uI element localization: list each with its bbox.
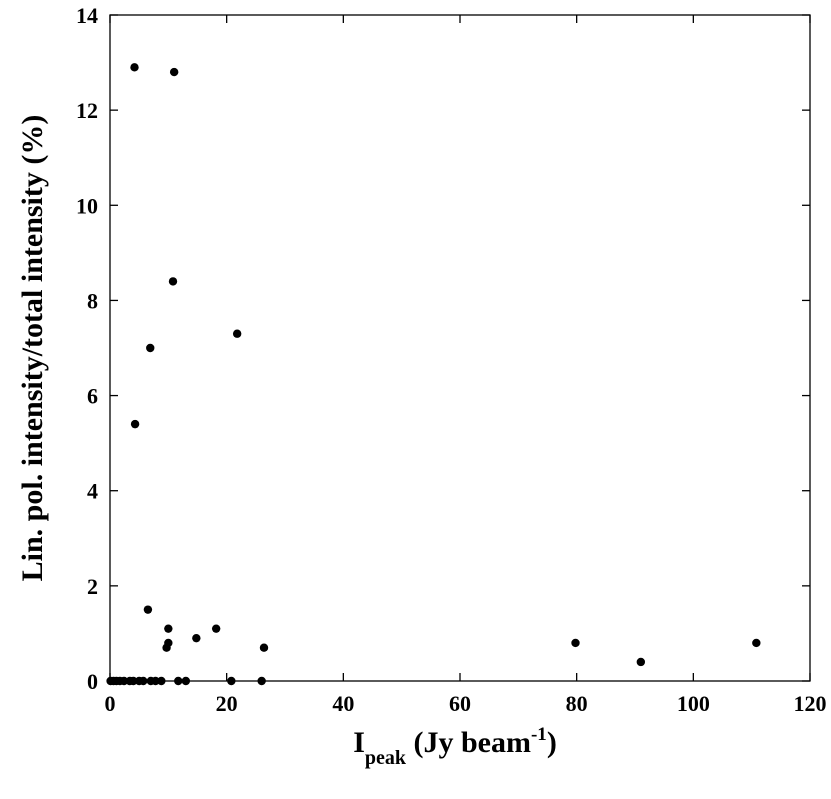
x-axis-title-subscript: peak xyxy=(365,747,407,769)
x-tick-label: 80 xyxy=(566,691,588,716)
data-point xyxy=(162,643,171,652)
x-axis-title-main: I xyxy=(353,726,365,759)
x-tick-label: 40 xyxy=(332,691,354,716)
data-point xyxy=(181,676,191,686)
tick-labels: 0 20 40 60 80 100 120 0 2 4 6 8 10 12 14 xyxy=(76,3,827,716)
data-point xyxy=(130,63,139,72)
plot-frame xyxy=(109,14,811,682)
data-point xyxy=(119,676,129,686)
y-tick-label: 10 xyxy=(76,193,98,218)
data-point xyxy=(168,277,178,286)
data-point xyxy=(227,676,236,686)
y-tick-label: 8 xyxy=(87,288,98,313)
data-point xyxy=(169,67,179,77)
data-points xyxy=(106,63,761,686)
y-tick-label: 12 xyxy=(76,98,98,123)
data-point xyxy=(130,419,140,429)
data-point xyxy=(636,657,646,667)
x-axis-title: Ipeak (Jy beam-1) xyxy=(353,724,557,769)
x-tick-label: 0 xyxy=(105,691,116,716)
data-point xyxy=(139,676,148,686)
data-point xyxy=(164,624,173,633)
data-point xyxy=(129,676,138,686)
data-point xyxy=(752,638,761,648)
y-tick-label: 6 xyxy=(87,384,98,409)
data-point xyxy=(146,343,155,353)
y-tick-label: 4 xyxy=(87,479,98,504)
y-axis-title: Lin. pol. intensity/total intensity (%) xyxy=(16,115,49,582)
y-tick-label: 0 xyxy=(87,669,98,694)
x-tick-label: 100 xyxy=(677,691,710,716)
x-axis-title-close: ) xyxy=(547,726,557,759)
data-point xyxy=(151,676,160,686)
data-point xyxy=(211,624,221,633)
data-point xyxy=(232,329,242,338)
x-tick-label: 120 xyxy=(794,691,827,716)
x-axis-title-superscript: -1 xyxy=(531,724,547,745)
data-point xyxy=(257,676,266,686)
data-point xyxy=(174,676,183,686)
data-point xyxy=(571,638,580,648)
data-point xyxy=(192,633,201,643)
data-point xyxy=(259,643,269,652)
x-tick-label: 60 xyxy=(449,691,471,716)
y-tick-label: 14 xyxy=(76,3,98,28)
y-tick-label: 2 xyxy=(87,574,98,599)
x-axis-title-rest: (Jy beam xyxy=(406,726,531,759)
x-tick-label: 20 xyxy=(216,691,238,716)
data-point xyxy=(157,676,166,686)
axis-ticks xyxy=(109,14,811,682)
data-point xyxy=(143,605,153,614)
